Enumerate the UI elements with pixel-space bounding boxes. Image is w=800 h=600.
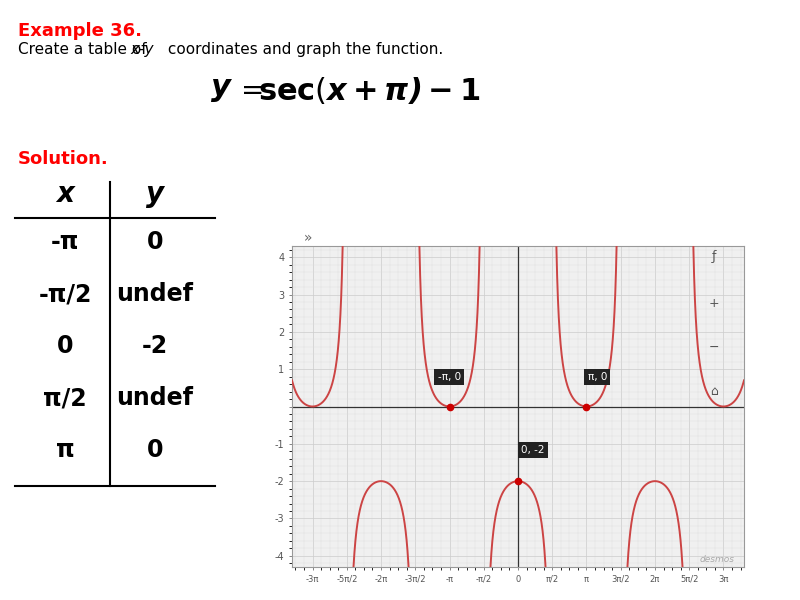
- Text: 0, -2: 0, -2: [522, 445, 545, 455]
- Text: $\bfit{y}$: $\bfit{y}$: [210, 75, 233, 104]
- Text: Solution.: Solution.: [18, 150, 109, 168]
- Text: +: +: [709, 297, 719, 310]
- Text: ⌂: ⌂: [710, 385, 718, 398]
- Text: undef: undef: [117, 386, 194, 410]
- Text: $\mathbf{sec}(\bfit{x}+\pi)-\mathbf{1}$: $\mathbf{sec}(\bfit{x}+\pi)-\mathbf{1}$: [258, 75, 481, 106]
- Text: 0: 0: [146, 230, 163, 254]
- Text: π, 0: π, 0: [587, 372, 607, 382]
- Text: coordinates and graph the function.: coordinates and graph the function.: [163, 42, 443, 57]
- Text: 0: 0: [146, 438, 163, 462]
- Text: Create a table of: Create a table of: [18, 42, 151, 57]
- Text: »: »: [304, 230, 312, 245]
- Text: −: −: [709, 341, 719, 354]
- Text: π/2: π/2: [43, 386, 87, 410]
- Text: -π/2: -π/2: [38, 282, 92, 306]
- Text: -2: -2: [142, 334, 168, 358]
- Text: x: x: [56, 180, 74, 208]
- Text: 0: 0: [57, 334, 74, 358]
- Text: desmos: desmos: [700, 555, 735, 564]
- Text: -π, 0: -π, 0: [438, 372, 461, 382]
- Text: Example 36.: Example 36.: [18, 22, 142, 40]
- Text: $=$: $=$: [235, 75, 262, 103]
- Text: π: π: [56, 438, 74, 462]
- Text: -π: -π: [51, 230, 79, 254]
- Text: ƒ: ƒ: [712, 250, 716, 263]
- Text: y: y: [146, 180, 164, 208]
- Text: x-y: x-y: [130, 42, 154, 57]
- Text: undef: undef: [117, 282, 194, 306]
